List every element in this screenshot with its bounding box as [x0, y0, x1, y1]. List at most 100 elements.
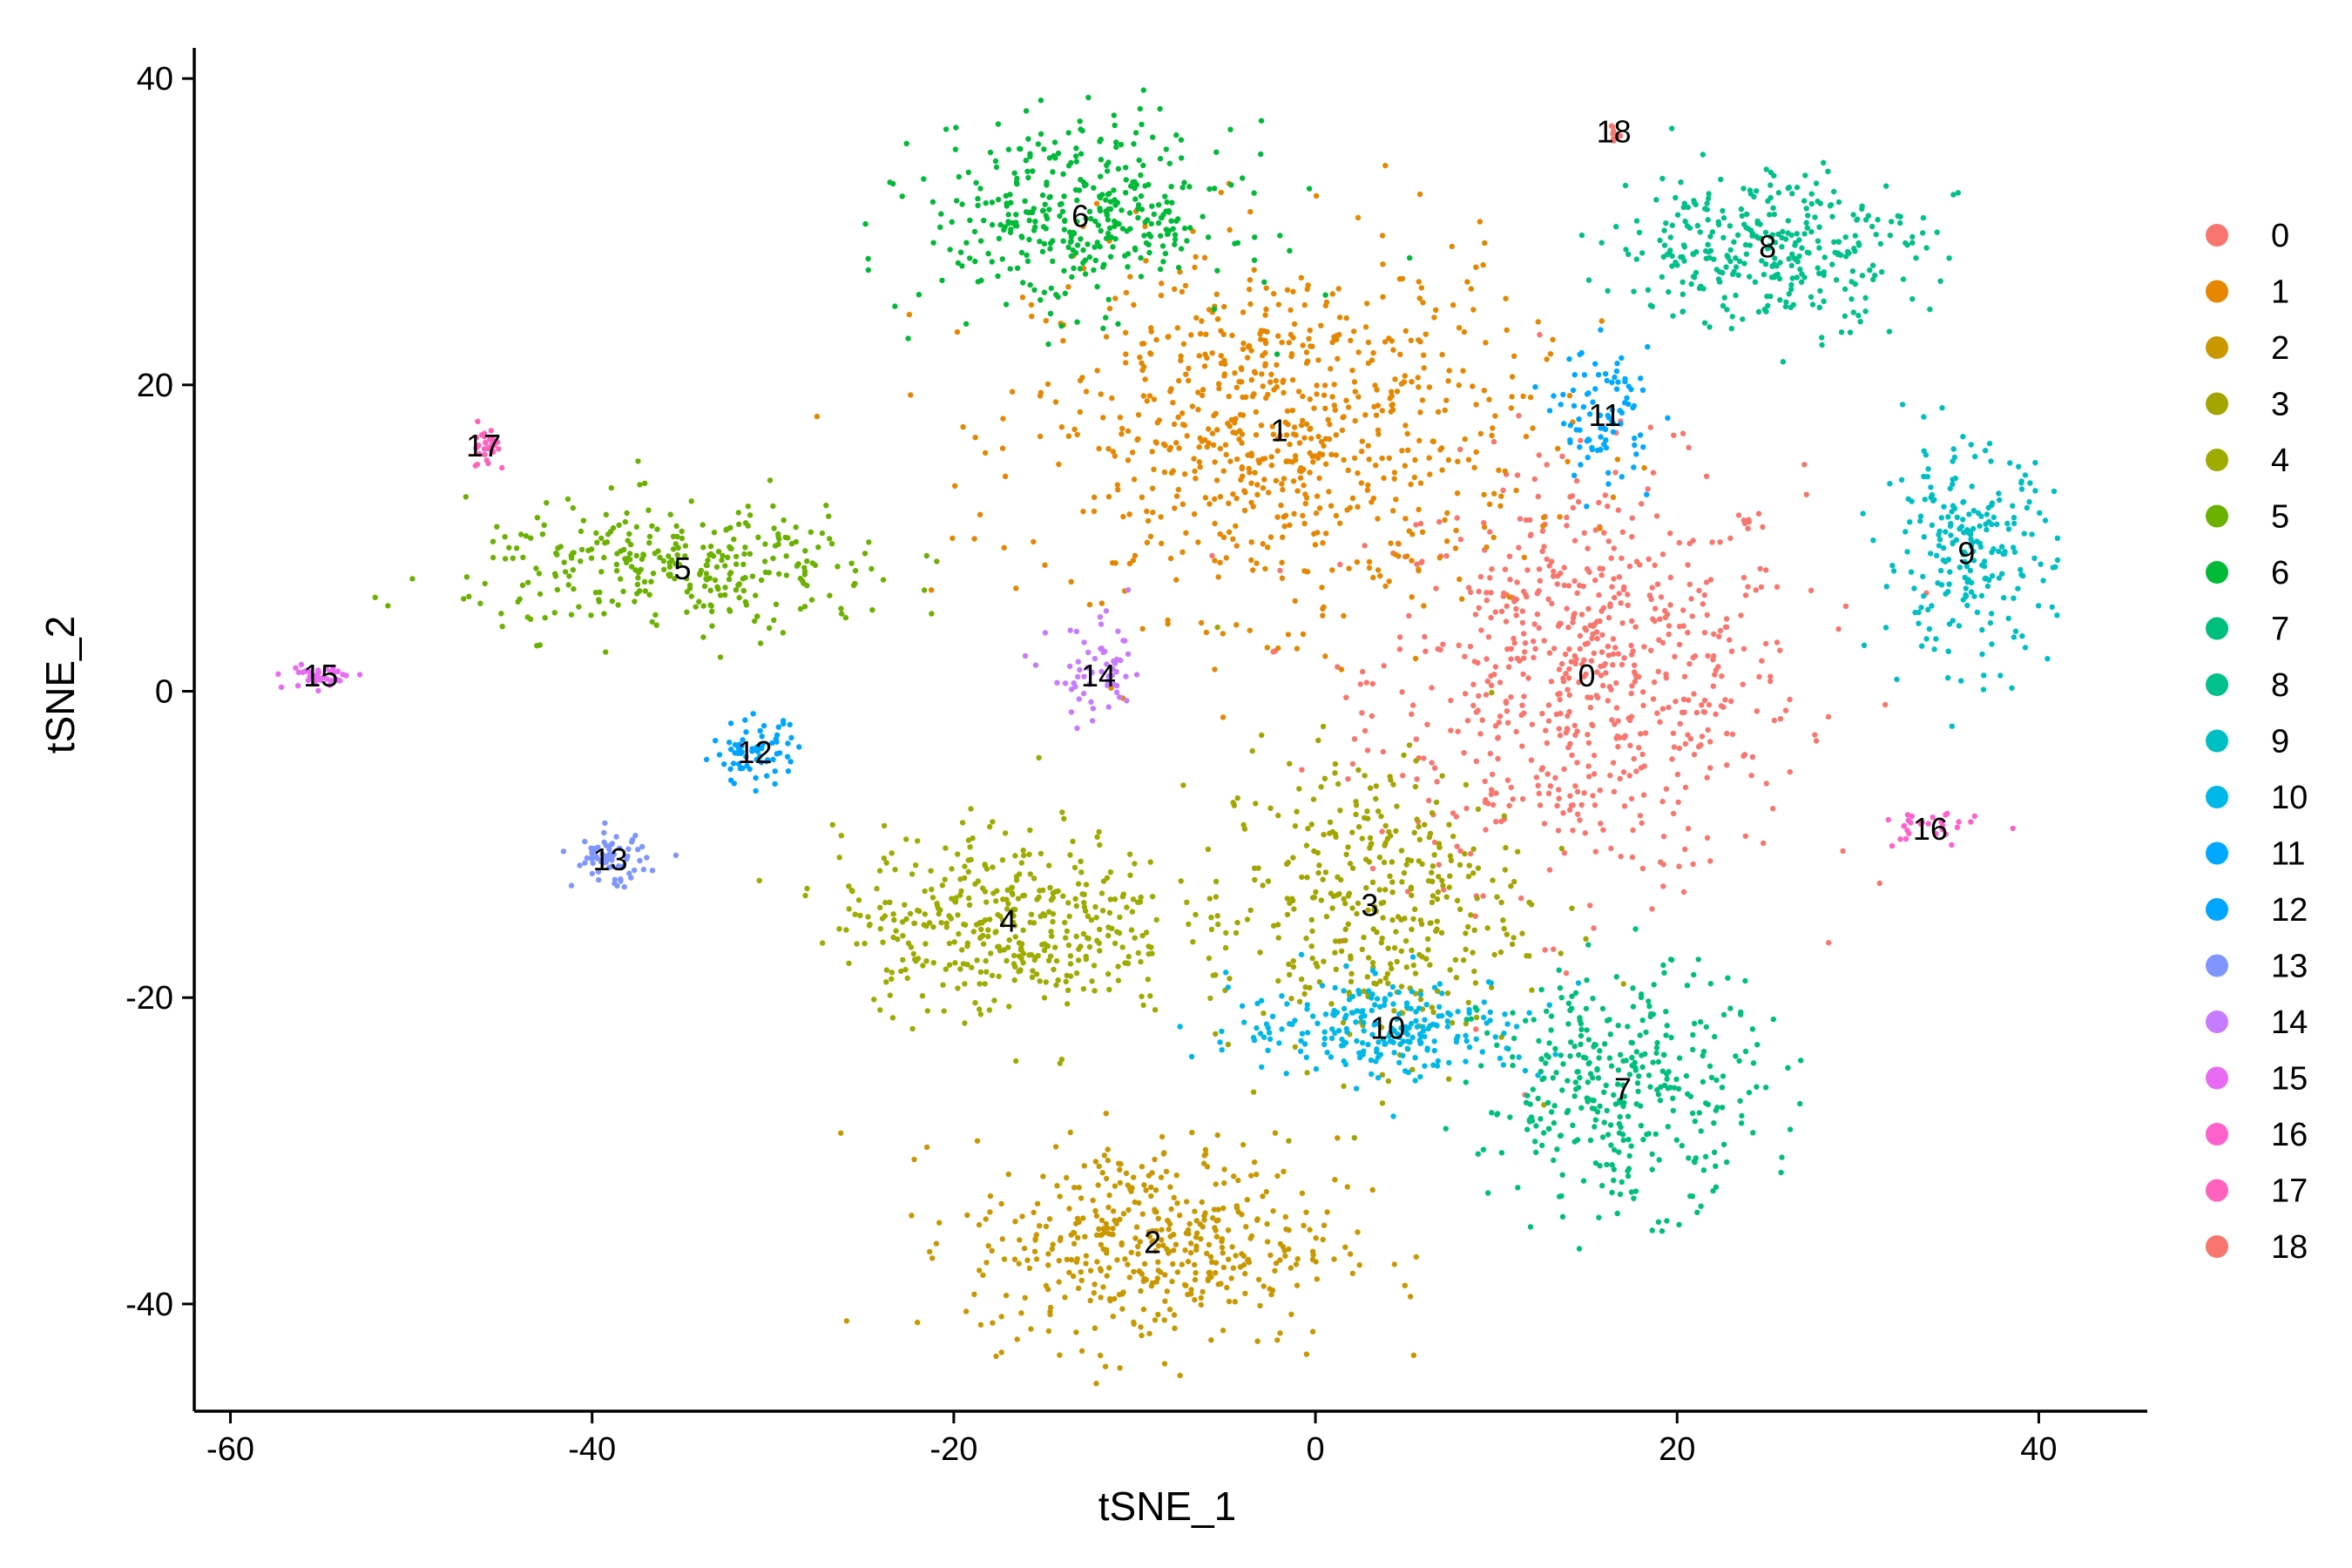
cluster-15-point	[293, 665, 299, 671]
cluster-2-point	[1235, 1177, 1241, 1184]
cluster-4-point	[877, 926, 883, 932]
x-tick-label: -40	[568, 1431, 616, 1468]
cluster-3-point	[1500, 917, 1506, 923]
cluster-1-point	[1399, 448, 1405, 454]
cluster-4-point	[1026, 851, 1032, 857]
cluster-1-point	[1506, 594, 1513, 600]
cluster-4-point	[974, 957, 980, 963]
cluster-9-point	[1949, 723, 1955, 729]
cluster-14-point	[1103, 608, 1110, 614]
cluster-2-point	[1161, 1317, 1168, 1323]
cluster-7-point	[1595, 1075, 1602, 1081]
cluster-8-point	[1923, 245, 1930, 251]
cluster-4-point	[952, 960, 958, 966]
cluster-0-point	[1488, 682, 1495, 688]
cluster-0-point	[1598, 572, 1605, 578]
cluster-5-point	[757, 640, 764, 646]
cluster-8-point	[1780, 228, 1786, 235]
cluster-7-point	[1585, 1060, 1592, 1067]
cluster-0-point	[1551, 568, 1557, 575]
cluster-6-point	[1077, 266, 1084, 272]
cluster-13-point	[640, 866, 647, 873]
cluster-3-point	[1425, 878, 1432, 884]
cluster-14-point	[1125, 651, 1132, 657]
cluster-0-point	[1625, 591, 1631, 598]
cluster-4-point	[1186, 921, 1192, 928]
cluster-1-point	[1179, 549, 1186, 555]
cluster-0-point	[1508, 784, 1515, 791]
cluster-10-point	[1413, 1009, 1419, 1015]
cluster-10-point	[1279, 993, 1285, 999]
cluster-4-point	[1031, 920, 1037, 926]
cluster-8-point	[1747, 187, 1754, 193]
cluster-8-point	[1707, 324, 1713, 330]
cluster-5-point	[490, 538, 497, 544]
cluster-0-point	[1464, 718, 1471, 724]
cluster-11-point	[1532, 384, 1538, 390]
cluster-5-point	[755, 534, 761, 540]
cluster-1-point	[1511, 353, 1517, 359]
cluster-1-point	[1182, 471, 1188, 477]
cluster-0-point	[1558, 660, 1565, 667]
cluster-1-point	[1147, 533, 1154, 539]
cluster-6-point	[1240, 175, 1246, 181]
cluster-3-point	[1345, 844, 1351, 850]
cluster-0-point	[1369, 713, 1375, 720]
cluster-6-point	[1024, 168, 1031, 174]
cluster-9-point	[1979, 651, 1985, 658]
cluster-5-point	[652, 612, 659, 618]
cluster-1-point	[1508, 405, 1515, 411]
cluster-2-point	[1067, 1129, 1074, 1136]
cluster-3-point	[1385, 945, 1391, 951]
cluster-6-point	[1050, 169, 1056, 175]
cluster-15-point	[328, 668, 334, 675]
cluster-3-point	[1509, 941, 1516, 948]
cluster-1-point	[1093, 200, 1100, 206]
cluster-4-point	[1147, 859, 1153, 865]
cluster-3-point	[1401, 869, 1408, 876]
cluster-17-point	[473, 435, 480, 441]
cluster-3-point	[1403, 862, 1409, 868]
cluster-10-point	[1331, 1012, 1337, 1018]
cluster-7-point	[1696, 1110, 1703, 1116]
cluster-1-point	[1332, 407, 1339, 413]
cluster-5-point	[772, 543, 779, 549]
cluster-0-point	[1650, 616, 1656, 622]
cluster-10-point	[1414, 1024, 1421, 1030]
cluster-7-point	[1787, 1126, 1794, 1132]
cluster-8-point	[1605, 287, 1611, 294]
cluster-8-point	[1653, 197, 1659, 203]
cluster-6-point	[1173, 132, 1179, 139]
cluster-3-point	[1470, 846, 1477, 852]
cluster-2-point	[1110, 1208, 1117, 1214]
cluster-0-point	[1630, 827, 1636, 834]
cluster-5-point	[506, 544, 512, 551]
cluster-2-point	[964, 1212, 970, 1219]
cluster-label-0: 0	[1578, 658, 1595, 693]
cluster-0-point	[1652, 605, 1659, 612]
cluster-8-point	[1779, 244, 1785, 250]
cluster-0-point	[1519, 743, 1525, 749]
cluster-7-point	[1673, 1076, 1680, 1083]
cluster-7-point	[1685, 1091, 1691, 1098]
cluster-1-point	[1473, 402, 1479, 408]
cluster-4-point	[883, 967, 890, 973]
cluster-5-point	[707, 587, 713, 593]
cluster-6-point	[1046, 155, 1053, 161]
cluster-0-point	[1656, 637, 1662, 643]
cluster-0-point	[1571, 537, 1578, 544]
cluster-6-point	[1091, 185, 1097, 191]
cluster-1-point	[1149, 449, 1155, 455]
cluster-6-point	[1074, 219, 1080, 225]
cluster-0-point	[1558, 710, 1564, 717]
cluster-3-point	[1422, 821, 1428, 828]
cluster-7-point	[1510, 1010, 1516, 1016]
cluster-14-point	[1081, 690, 1087, 697]
cluster-7-point	[1510, 1062, 1516, 1069]
cluster-2-point	[1187, 1240, 1194, 1247]
cluster-3-point	[1286, 1138, 1292, 1144]
cluster-3-point	[1309, 955, 1315, 962]
cluster-label-9: 9	[1957, 535, 1975, 571]
cluster-1-point	[1416, 506, 1422, 513]
cluster-3-point	[1508, 883, 1514, 889]
